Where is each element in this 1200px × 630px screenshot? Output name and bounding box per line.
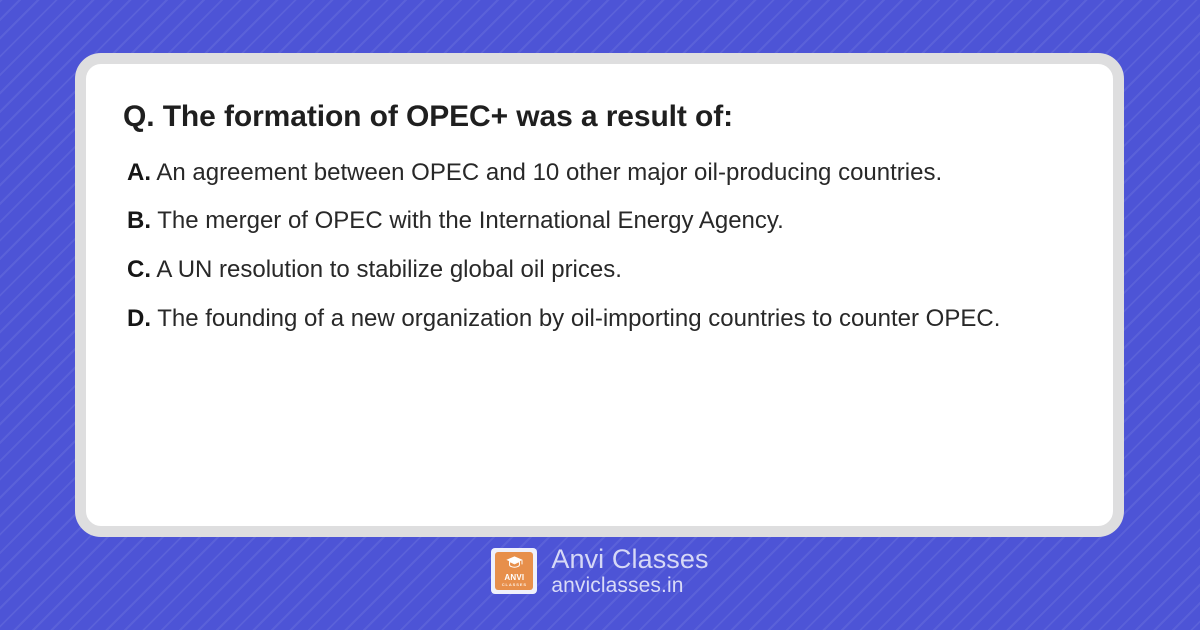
brand-url[interactable]: anviclasses.in xyxy=(551,574,684,598)
option-d-letter: D. xyxy=(127,304,151,332)
option-a-letter: A. xyxy=(127,158,151,186)
footer-brand: ANVI CLASSES Anvi Classes anviclasses.in xyxy=(0,545,1200,597)
option-a[interactable]: A. An agreement between OPEC and 10 othe… xyxy=(120,157,1075,189)
option-c-letter: C. xyxy=(127,255,151,283)
brand-text: Anvi Classes anviclasses.in xyxy=(551,545,708,597)
options-list: A. An agreement between OPEC and 10 othe… xyxy=(120,157,1075,335)
option-d[interactable]: D. The founding of a new organization by… xyxy=(120,303,1075,335)
graduation-cap-icon xyxy=(506,555,523,573)
brand-logo-sub: CLASSES xyxy=(501,582,527,588)
question-title: Q. The formation of OPEC+ was a result o… xyxy=(123,100,734,133)
option-c-text: A UN resolution to stabilize global oil … xyxy=(156,255,622,283)
option-b-text: The merger of OPEC with the Internationa… xyxy=(157,207,784,235)
brand-name: Anvi Classes xyxy=(551,544,709,574)
option-d-text: The founding of a new organization by oi… xyxy=(157,304,1001,332)
option-b-letter: B. xyxy=(127,207,151,235)
brand-logo-inner: ANVI CLASSES xyxy=(495,552,534,591)
option-c[interactable]: C. A UN resolution to stabilize global o… xyxy=(120,254,1075,286)
option-a-text: An agreement between OPEC and 10 other m… xyxy=(156,158,943,186)
brand-logo: ANVI CLASSES xyxy=(491,548,538,595)
brand-logo-word: ANVI xyxy=(504,573,525,583)
option-b[interactable]: B. The merger of OPEC with the Internati… xyxy=(120,205,1075,237)
quiz-card: Q. The formation of OPEC+ was a result o… xyxy=(75,53,1124,537)
